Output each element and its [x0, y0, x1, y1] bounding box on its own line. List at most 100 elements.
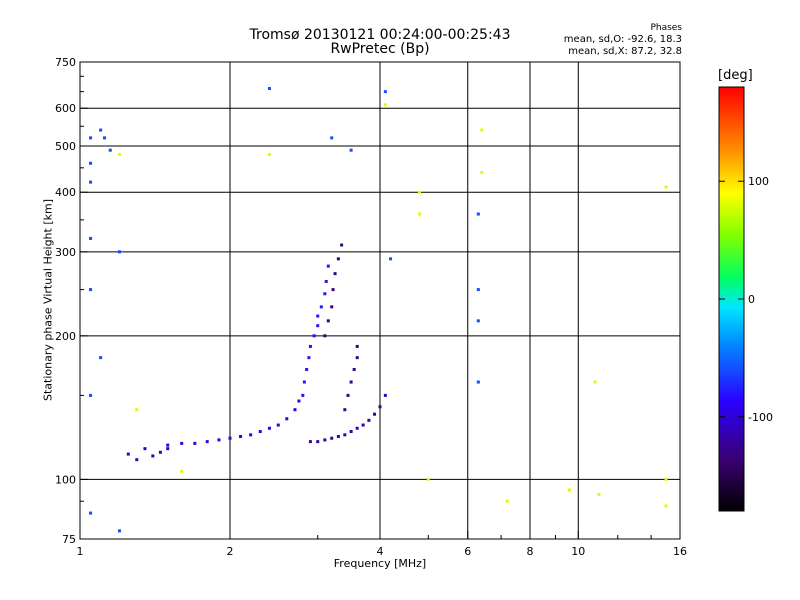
data-point — [336, 257, 340, 261]
data-point — [89, 180, 93, 184]
phases-heading: Phases — [650, 23, 682, 33]
data-point — [367, 418, 371, 422]
scatter-points — [89, 86, 668, 533]
data-point — [355, 356, 359, 360]
plot-grid — [80, 62, 680, 539]
data-point — [343, 408, 347, 412]
data-point — [228, 436, 232, 440]
data-point — [302, 380, 306, 384]
data-point — [319, 305, 323, 309]
y-tick-label: 200 — [55, 330, 76, 343]
data-point — [417, 190, 421, 194]
y-tick-label: 500 — [55, 140, 76, 153]
data-point — [267, 86, 271, 90]
data-point — [476, 380, 480, 384]
data-point — [117, 250, 121, 254]
data-point — [126, 452, 130, 456]
data-point — [323, 292, 327, 296]
data-point — [383, 103, 387, 107]
data-point — [476, 212, 480, 216]
data-point — [567, 488, 571, 492]
data-point — [305, 367, 309, 371]
y-tick-label: 600 — [55, 102, 76, 115]
data-point — [108, 148, 112, 152]
data-point — [267, 152, 271, 156]
data-point — [249, 433, 253, 437]
data-point — [361, 423, 365, 427]
data-point — [330, 305, 334, 309]
data-point — [593, 380, 597, 384]
data-point — [352, 367, 356, 371]
data-point — [476, 319, 480, 323]
data-point — [323, 334, 327, 338]
y-axis-label: Stationary phase Virtual Height [km] — [41, 198, 55, 402]
colorbar-tick-label: -100 — [748, 411, 773, 424]
x-tick-label: 10 — [571, 545, 585, 558]
data-point — [330, 136, 334, 140]
data-point — [378, 405, 382, 409]
x-axis-label: Frequency [MHz] — [333, 557, 427, 570]
x-tick-label: 2 — [227, 545, 234, 558]
x-tick-label: 1 — [77, 545, 84, 558]
data-point — [89, 511, 93, 515]
data-point — [476, 288, 480, 292]
data-point — [383, 393, 387, 397]
data-point — [166, 447, 170, 451]
data-point — [505, 499, 509, 503]
x-tick-label: 6 — [464, 545, 471, 558]
data-point — [336, 435, 340, 439]
data-point — [343, 433, 347, 437]
data-point — [117, 152, 121, 156]
data-point — [285, 417, 289, 421]
data-point — [597, 492, 601, 496]
data-point — [297, 399, 301, 403]
x-tick-label: 16 — [673, 545, 687, 558]
data-point — [301, 393, 305, 397]
data-point — [664, 504, 668, 508]
data-point — [135, 458, 139, 462]
data-point — [205, 440, 209, 444]
data-point — [417, 212, 421, 216]
data-point — [340, 243, 344, 247]
data-point — [308, 440, 312, 444]
data-point — [355, 344, 359, 348]
data-point — [193, 441, 197, 445]
colorbar-tick-label: 0 — [748, 293, 755, 306]
data-point — [158, 450, 162, 454]
data-point — [316, 440, 320, 444]
colorbar-ticks: 100 0 -100 — [719, 175, 773, 424]
data-point — [267, 426, 271, 430]
data-point — [308, 344, 312, 348]
data-point — [349, 430, 353, 434]
data-point — [276, 423, 280, 427]
axis-ticks: 1 2 4 6 8 10 16 750 600 500 400 300 200 100 75 — [55, 56, 687, 558]
data-point — [89, 161, 93, 165]
data-point — [349, 148, 353, 152]
data-point — [330, 436, 334, 440]
data-point — [326, 319, 330, 323]
colorbar-unit-label: [deg] — [718, 68, 753, 83]
data-point — [389, 257, 393, 261]
data-point — [151, 454, 155, 458]
data-point — [373, 412, 377, 416]
data-point — [349, 380, 353, 384]
data-point — [258, 430, 262, 434]
data-point — [316, 324, 320, 328]
data-point — [324, 279, 328, 283]
data-point — [331, 288, 335, 292]
data-point — [383, 90, 387, 94]
data-point — [89, 136, 93, 140]
y-tick-label: 100 — [55, 473, 76, 486]
data-point — [664, 477, 668, 481]
y-tick-label: 400 — [55, 186, 76, 199]
data-point — [316, 314, 320, 318]
chart-subtitle: RwPretec (Bp) — [330, 41, 430, 57]
data-point — [355, 426, 359, 430]
data-point — [217, 438, 221, 442]
data-point — [239, 435, 243, 439]
data-point — [99, 128, 103, 132]
x-tick-label: 4 — [377, 545, 384, 558]
data-point — [326, 264, 330, 268]
y-tick-label: 750 — [55, 56, 76, 69]
